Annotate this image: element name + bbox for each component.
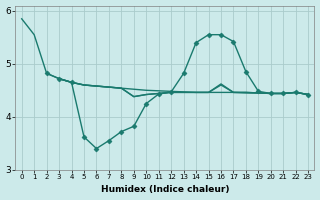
X-axis label: Humidex (Indice chaleur): Humidex (Indice chaleur)	[101, 185, 229, 194]
